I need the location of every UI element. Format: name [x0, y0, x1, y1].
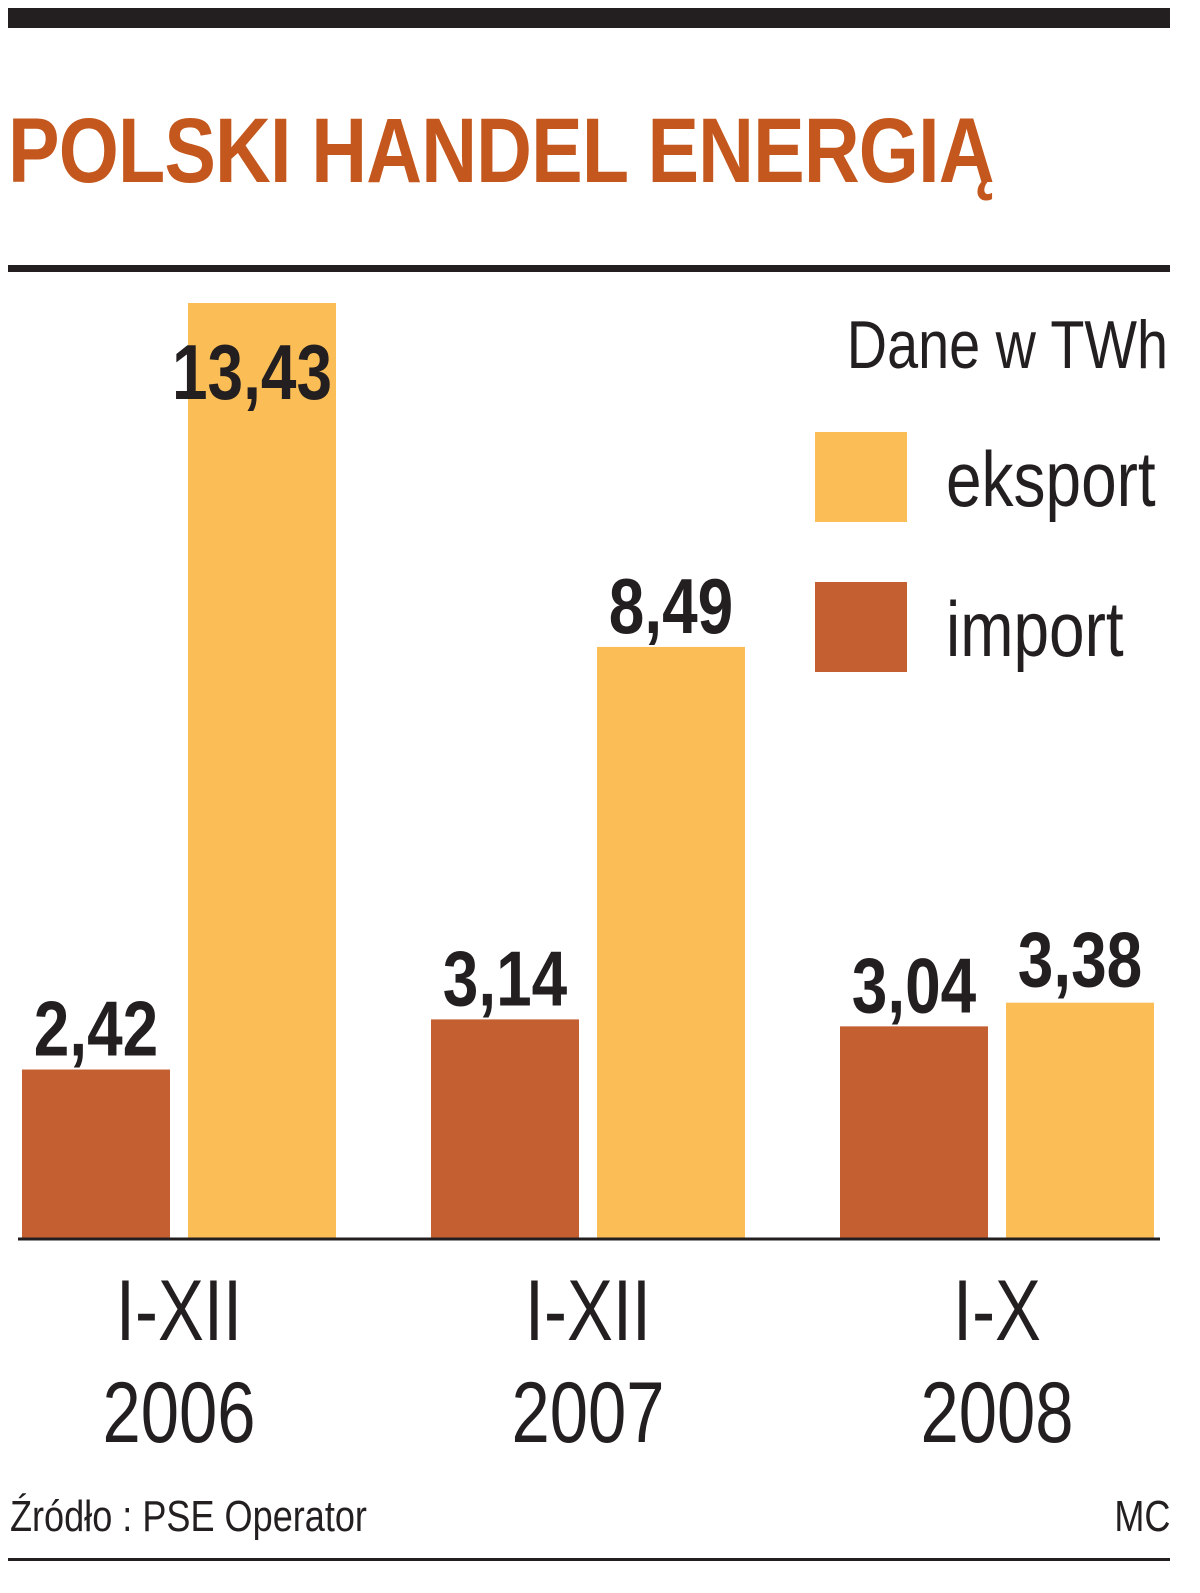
category-label-0-line-1: 2006 [102, 1365, 255, 1461]
category-label-2-line-0: I-X [953, 1263, 1041, 1359]
category-label-1-line-0: I-XII [525, 1263, 651, 1359]
bar-eksport-2 [1006, 1002, 1154, 1238]
bar-import-0 [22, 1069, 170, 1238]
legend-swatch-eksport [815, 432, 907, 522]
bar-eksport-0 [188, 303, 336, 1238]
credit-note: MC [1113, 1492, 1170, 1541]
value-label-eksport-2: 3,38 [1018, 917, 1142, 1004]
bar-import-1 [431, 1019, 579, 1238]
value-label-import-2: 3,04 [852, 942, 977, 1029]
legend-label-eksport: eksport [946, 436, 1156, 523]
legend-swatch-import [815, 582, 907, 672]
bar-import-2 [840, 1026, 988, 1238]
chart-title: POLSKI HANDEL ENERGIĄ [8, 100, 995, 202]
bar-eksport-1 [597, 646, 745, 1238]
value-label-eksport-1: 8,49 [609, 563, 733, 650]
title-rule [8, 265, 1170, 272]
top-rule [8, 8, 1170, 28]
value-label-eksport-0: 13,43 [172, 329, 332, 416]
legend-label-import: import [946, 586, 1124, 673]
value-label-import-0: 2,42 [34, 986, 158, 1073]
value-label-import-1: 3,14 [443, 935, 568, 1022]
bottom-rule [8, 1558, 1170, 1561]
unit-note: Dane w TWh [847, 308, 1168, 383]
category-label-1-line-1: 2007 [511, 1365, 664, 1461]
source-note: Źródło : PSE Operator [10, 1492, 367, 1541]
category-label-0-line-0: I-XII [116, 1263, 242, 1359]
category-label-2-line-1: 2008 [920, 1365, 1073, 1461]
